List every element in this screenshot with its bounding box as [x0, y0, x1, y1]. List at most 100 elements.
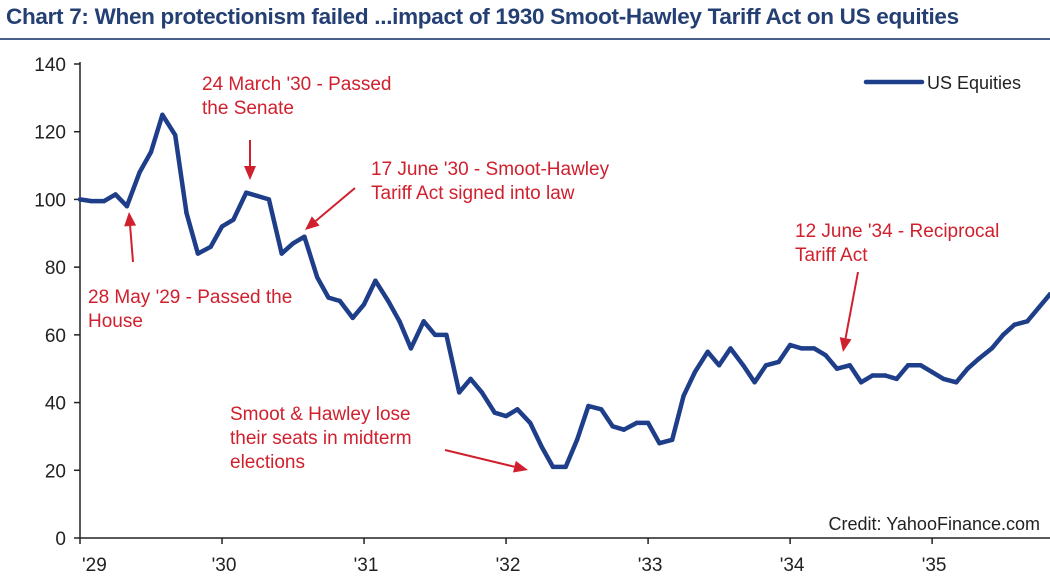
data-point — [255, 193, 260, 199]
y-tick-label: 40 — [45, 394, 66, 415]
data-point — [1025, 319, 1030, 324]
annotation-text: Smoot & Hawley lose — [230, 404, 411, 425]
data-point — [444, 332, 449, 338]
data-point — [989, 346, 994, 351]
data-point — [894, 376, 899, 382]
annotation: Smoot & Hawley lose their seats in midter… — [230, 404, 528, 473]
annotation-arrow — [844, 271, 859, 339]
data-point — [1047, 292, 1050, 297]
data-point — [101, 198, 107, 204]
data-point — [741, 363, 746, 368]
data-point — [231, 217, 236, 222]
data-point — [184, 210, 189, 216]
y-tick-label: 140 — [34, 55, 66, 76]
annotation: 17 June '30 - Smoot-Hawley Tariff Act sig… — [305, 159, 610, 230]
data-point — [799, 346, 804, 351]
data-point — [408, 346, 414, 351]
credit-text: Credit: YahooFinance.com — [829, 514, 1040, 534]
data-point — [457, 390, 462, 395]
data-point — [350, 315, 355, 321]
data-point — [870, 373, 875, 378]
annotation-text: House — [88, 311, 143, 332]
annotation-arrowhead — [512, 460, 528, 473]
data-point — [610, 424, 615, 429]
data-point — [621, 427, 627, 432]
data-point — [219, 224, 225, 229]
data-point — [421, 319, 426, 324]
y-tick-label: 80 — [45, 258, 66, 279]
y-tick-label: 120 — [34, 123, 66, 144]
data-point — [550, 464, 556, 470]
data-point — [266, 197, 272, 202]
data-point — [716, 363, 722, 368]
data-point — [918, 363, 923, 368]
annotation-arrowhead — [839, 337, 852, 352]
data-point — [326, 295, 331, 300]
data-point — [492, 410, 497, 415]
annotation-text: 12 June '34 - Reciprocal — [795, 221, 999, 242]
data-point — [337, 298, 343, 304]
data-point — [1036, 305, 1041, 310]
data-point — [965, 366, 970, 371]
annotation-text: their seats in midterm — [230, 428, 412, 449]
data-point — [776, 359, 781, 365]
annotation: 24 March '30 - Passed the Senate — [202, 74, 392, 180]
data-point — [1000, 332, 1006, 338]
y-tick-label: 60 — [45, 326, 66, 347]
annotation: 12 June '34 - Reciprocal Tariff Act — [795, 221, 999, 352]
title-divider — [0, 38, 1050, 40]
y-tick-label: 100 — [34, 190, 66, 211]
data-point — [137, 170, 142, 175]
annotation-text: the Senate — [202, 98, 294, 119]
data-point — [929, 369, 935, 375]
data-point — [692, 369, 698, 375]
data-point — [468, 376, 473, 382]
data-point — [528, 420, 533, 426]
data-point — [361, 302, 367, 307]
legend-label: US Equities — [927, 73, 1021, 93]
data-point — [752, 380, 757, 385]
y-tick-label: 0 — [55, 529, 66, 550]
data-point — [586, 403, 591, 409]
annotation-arrowhead — [244, 166, 256, 180]
x-tick-label: '34 — [780, 555, 805, 576]
data-point — [479, 390, 485, 395]
data-point — [834, 366, 840, 371]
data-point — [77, 197, 83, 202]
data-point — [244, 190, 249, 195]
data-point — [941, 376, 946, 382]
data-point — [563, 464, 568, 470]
data-point — [976, 356, 982, 361]
data-point — [858, 380, 864, 385]
data-point — [397, 319, 402, 324]
annotation-arrowhead — [124, 212, 137, 227]
data-point — [279, 251, 284, 256]
data-point — [705, 349, 710, 354]
data-point — [148, 149, 154, 155]
chart-title: Chart 7: When protectionism failed ...im… — [6, 4, 959, 29]
data-point — [645, 420, 651, 426]
annotation-arrowhead — [305, 216, 320, 230]
data-point — [539, 444, 544, 449]
data-point — [728, 346, 733, 351]
data-point — [657, 441, 662, 446]
data-point — [681, 393, 686, 398]
data-point — [823, 353, 828, 358]
data-point — [173, 132, 178, 138]
y-tick-label: 20 — [45, 461, 66, 482]
data-point — [89, 198, 94, 204]
data-point — [373, 278, 378, 283]
annotation-text: elections — [230, 452, 305, 473]
data-point — [208, 244, 213, 249]
legend: US Equities — [863, 73, 1021, 93]
data-point — [315, 275, 320, 280]
data-point — [883, 373, 888, 378]
x-tick-label: '31 — [354, 555, 379, 576]
data-point — [503, 413, 509, 419]
annotation-arrow — [129, 225, 134, 263]
data-point — [634, 420, 639, 426]
data-point — [432, 332, 438, 338]
data-point — [302, 234, 307, 239]
data-point — [847, 363, 852, 368]
